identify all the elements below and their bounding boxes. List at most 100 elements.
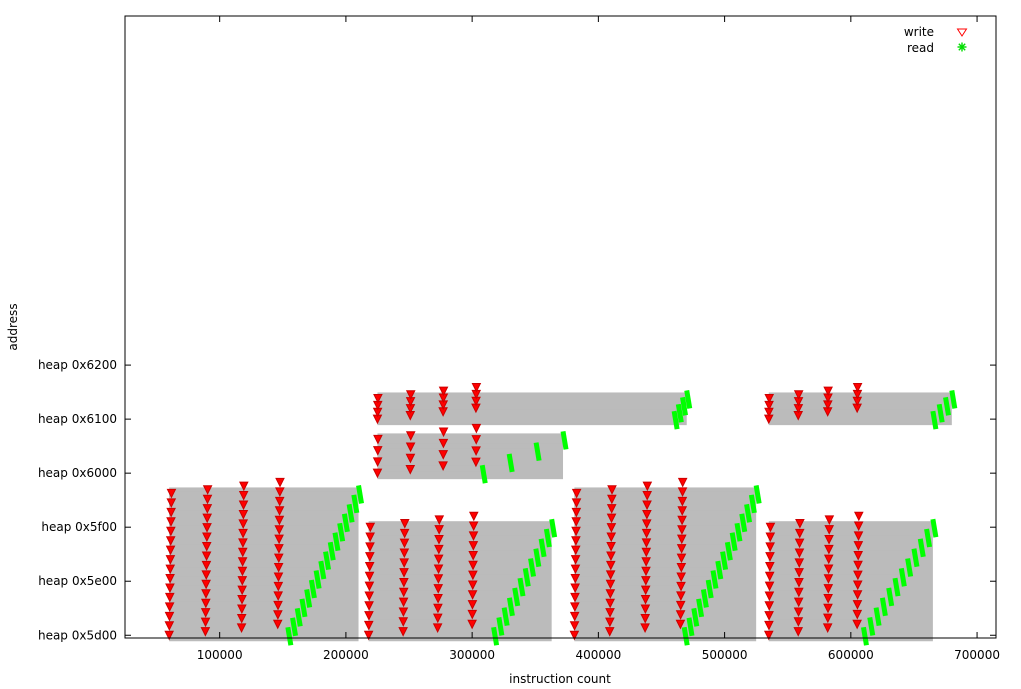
read-point xyxy=(290,617,299,637)
write-point xyxy=(852,609,863,620)
read-point xyxy=(675,403,684,423)
write-point xyxy=(363,620,374,631)
access-span xyxy=(768,564,908,571)
write-point xyxy=(165,536,176,546)
read-point xyxy=(496,617,505,636)
write-point xyxy=(677,506,688,516)
write-point xyxy=(438,461,448,471)
write-point xyxy=(201,551,212,562)
access-span xyxy=(377,403,683,410)
write-point xyxy=(433,564,444,575)
write-point xyxy=(201,570,212,580)
read-point xyxy=(506,453,515,473)
access-span xyxy=(169,510,350,517)
write-point xyxy=(793,627,804,637)
read-point xyxy=(744,503,753,523)
write-point xyxy=(471,423,482,434)
write-point xyxy=(438,386,449,397)
write-point xyxy=(365,552,375,562)
write-point xyxy=(468,531,479,541)
write-point xyxy=(764,571,775,582)
write-point xyxy=(237,604,247,615)
write-point xyxy=(640,585,651,596)
read-point xyxy=(724,541,733,561)
write-point xyxy=(640,613,651,624)
write-point xyxy=(570,592,580,603)
write-point xyxy=(676,534,687,545)
read-point xyxy=(327,541,336,561)
x-axis-ticks: 100000 200000 300000 400000 500000 600000 7000… xyxy=(197,16,1000,662)
write-point xyxy=(642,491,653,501)
write-point xyxy=(571,517,582,527)
write-point xyxy=(853,550,864,561)
write-point xyxy=(569,611,580,622)
write-point xyxy=(763,630,774,641)
write-point xyxy=(854,511,864,522)
write-point xyxy=(237,557,248,567)
access-span xyxy=(169,519,345,526)
x-tick-label: 400000 xyxy=(575,648,621,662)
write-point xyxy=(200,608,211,618)
write-point xyxy=(434,515,445,525)
write-point xyxy=(237,547,248,558)
write-point xyxy=(605,560,616,571)
write-point xyxy=(166,526,176,537)
write-point xyxy=(471,446,481,457)
write-point xyxy=(765,552,775,562)
write-point xyxy=(165,545,176,556)
write-point xyxy=(853,560,863,571)
write-point xyxy=(202,485,213,495)
write-point xyxy=(468,511,479,522)
write-point xyxy=(201,598,211,609)
write-point xyxy=(853,521,864,532)
write-point xyxy=(641,566,651,577)
write-point xyxy=(793,390,804,400)
write-point xyxy=(605,608,615,618)
read-point xyxy=(341,513,350,533)
access-span xyxy=(574,519,742,526)
write-point xyxy=(405,453,416,464)
read-point xyxy=(710,570,719,589)
write-point xyxy=(275,487,285,497)
write-point xyxy=(237,566,248,577)
write-point xyxy=(468,560,478,571)
access-span xyxy=(368,623,499,630)
access-span xyxy=(574,595,704,602)
write-point xyxy=(164,602,175,613)
write-point xyxy=(570,583,580,594)
read-point xyxy=(533,442,542,462)
write-point xyxy=(607,494,617,505)
read-point xyxy=(285,626,294,646)
write-point xyxy=(605,570,616,580)
write-point xyxy=(399,538,410,549)
write-point xyxy=(433,584,444,594)
write-point xyxy=(201,579,211,590)
write-point xyxy=(677,477,688,488)
write-point xyxy=(372,446,383,456)
write-point xyxy=(794,538,805,549)
write-point xyxy=(364,561,375,572)
write-point xyxy=(238,519,249,530)
read-point xyxy=(346,503,355,523)
write-point xyxy=(765,522,776,533)
write-point xyxy=(274,525,285,535)
read-point xyxy=(930,518,939,538)
write-point xyxy=(571,536,581,546)
write-point xyxy=(675,610,686,620)
write-point xyxy=(794,528,805,539)
write-point xyxy=(677,487,688,497)
read-point xyxy=(294,607,303,627)
write-point xyxy=(166,488,177,499)
write-point xyxy=(438,450,449,460)
write-point xyxy=(793,607,804,618)
y-tick-label: heap 0x6000 xyxy=(38,466,117,480)
legend-read-marker xyxy=(957,42,967,52)
write-point xyxy=(405,464,416,475)
access-span xyxy=(368,584,520,591)
access-span xyxy=(377,471,483,478)
write-point xyxy=(606,532,617,543)
access-span xyxy=(368,633,494,640)
write-point xyxy=(365,532,375,543)
read-point xyxy=(860,626,869,646)
